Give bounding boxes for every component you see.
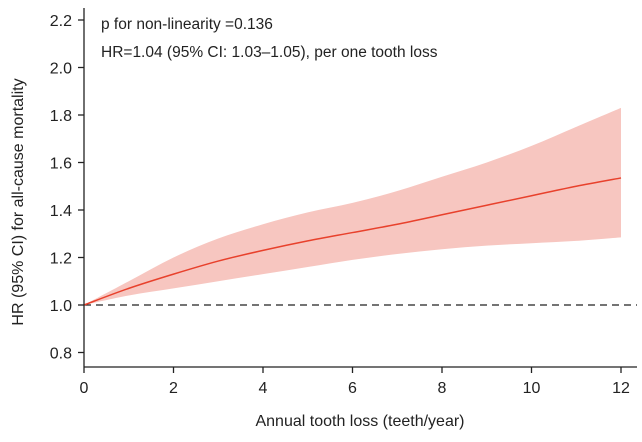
y-axis-label: HR (95% CI) for all-cause mortality: [10, 78, 27, 325]
x-tick-label: 6: [348, 380, 357, 397]
x-axis-label: Annual tooth loss (teeth/year): [255, 413, 464, 430]
x-tick-label: 2: [169, 380, 178, 397]
hr-curve: [83, 177, 622, 306]
confidence-band: [84, 107, 621, 305]
y-tick-label: 1.0: [50, 298, 72, 315]
y-tick-label: 1.6: [50, 156, 72, 173]
y-tick-label: 2.2: [50, 13, 72, 30]
x-tick-label: 4: [259, 380, 268, 397]
x-tick-label: 0: [80, 380, 89, 397]
y-tick-label: 1.4: [50, 203, 72, 220]
x-tick-label: 10: [523, 380, 541, 397]
y-tick-label: 0.8: [50, 346, 72, 363]
y-tick-label: 1.8: [50, 108, 72, 125]
y-tick-label: 2.0: [50, 61, 72, 78]
x-tick-label: 8: [438, 380, 447, 397]
annotation-hr: HR=1.04 (95% CI: 1.03–1.05), per one too…: [101, 44, 438, 61]
annotation-p-nonlinearity: p for non-linearity =0.136: [101, 16, 273, 33]
x-tick-label: 12: [612, 380, 630, 397]
y-tick-label: 1.2: [50, 251, 72, 268]
